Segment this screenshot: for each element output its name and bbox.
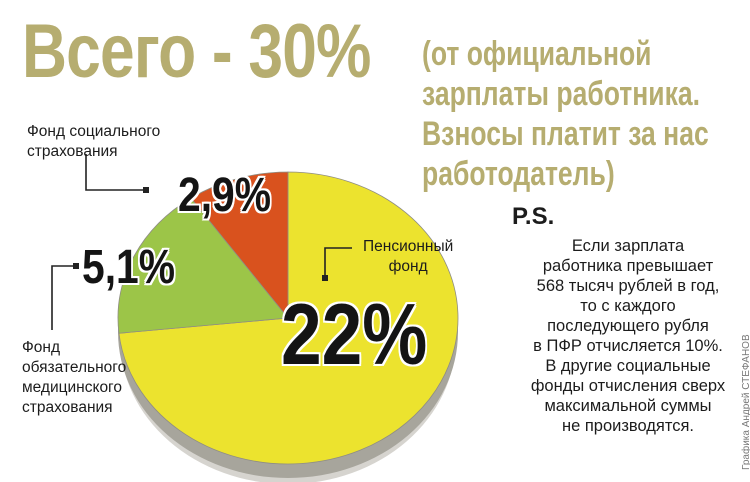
ps-title: P.S. bbox=[512, 203, 555, 230]
ps-line: максимальной суммы bbox=[544, 397, 712, 415]
legend-label-social: Фонд социального страхования bbox=[27, 122, 160, 162]
headline-note-line: Взносы платит за нас bbox=[422, 115, 709, 153]
leader-line-social bbox=[85, 154, 146, 191]
leader-line-medical bbox=[51, 265, 76, 330]
slice-label-pension: 22% bbox=[281, 287, 428, 383]
ps-line: 568 тысяч рублей в год, bbox=[536, 277, 720, 295]
slice-label-social: 2,9% bbox=[178, 169, 271, 222]
ps-line: не производятся. bbox=[561, 417, 695, 435]
headline-total: Всего - 30% bbox=[22, 9, 371, 94]
slice-label-medical: 5,1% bbox=[82, 241, 175, 294]
legend-label-line: медицинского bbox=[22, 379, 122, 396]
leader-dot-social bbox=[143, 187, 149, 193]
ps-line: фонды отчисления сверх bbox=[530, 377, 726, 395]
ps-line: то с каждого bbox=[580, 297, 676, 315]
ps-line: последующего рубля bbox=[547, 317, 709, 335]
ps-line: в ПФР отчисляется 10%. bbox=[533, 337, 723, 355]
leader-dot-medical bbox=[73, 263, 79, 269]
ps-line: работника превышает bbox=[542, 257, 714, 275]
leader-line-pension bbox=[324, 247, 352, 278]
ps-text: Если зарплата работника превышает 568 ты… bbox=[510, 236, 746, 436]
legend-label-line: обязательного bbox=[22, 359, 127, 376]
ps-line: Если зарплата bbox=[571, 237, 685, 255]
graphic-credit: Графика Андрей СТЕФАНОВ bbox=[741, 334, 750, 470]
headline-note: (от официальной зарплаты работника. Взно… bbox=[422, 34, 709, 194]
legend-label-line: Пенсионный bbox=[363, 238, 454, 255]
legend-label-line: Фонд социального bbox=[27, 123, 161, 140]
legend-label-medical: Фонд обязательного медицинского страхова… bbox=[22, 338, 126, 418]
legend-label-line: страхования bbox=[22, 399, 113, 416]
headline-note-line: зарплаты работника. bbox=[422, 75, 700, 113]
ps-line: В другие социальные bbox=[545, 357, 711, 375]
slice-social bbox=[190, 171, 289, 320]
legend-label-line: Фонд bbox=[22, 339, 61, 356]
legend-label-line: фонд bbox=[388, 258, 428, 275]
slice-medical bbox=[117, 197, 289, 334]
legend-label-pension: Пенсионный фонд bbox=[363, 237, 453, 277]
leader-dot-pension bbox=[322, 275, 328, 281]
headline-note-line: (от официальной bbox=[422, 35, 652, 73]
legend-label-line: страхования bbox=[27, 143, 118, 160]
headline-note-line: работодатель) bbox=[422, 155, 615, 193]
